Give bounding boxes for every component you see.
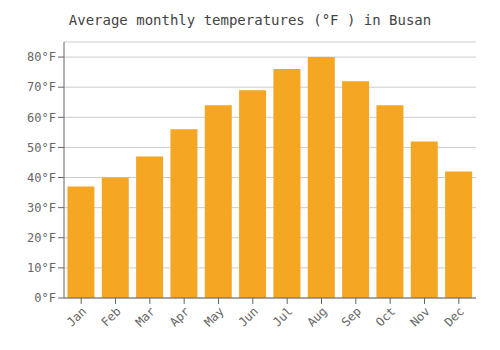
svg-text:Apr: Apr: [167, 304, 192, 329]
svg-text:60°F: 60°F: [27, 111, 56, 125]
svg-text:Sep: Sep: [339, 304, 364, 329]
svg-text:Nov: Nov: [407, 304, 432, 329]
svg-text:Jul: Jul: [270, 304, 295, 329]
svg-text:10°F: 10°F: [27, 261, 56, 275]
svg-text:Jan: Jan: [64, 304, 89, 329]
svg-text:Mar: Mar: [133, 304, 158, 329]
svg-text:70°F: 70°F: [27, 80, 56, 94]
svg-text:Dec: Dec: [442, 304, 467, 329]
html-text:Average monthly temperatures (: Average monthly temperatures (°F ) in Bu…: [68, 12, 432, 28]
svg-text:80°F: 80°F: [27, 50, 56, 64]
svg-text:Oct: Oct: [373, 304, 398, 329]
svg-text:Jun: Jun: [236, 304, 261, 329]
svg-text:0°F: 0°F: [34, 291, 56, 305]
svg-text:30°F: 30°F: [27, 201, 56, 215]
svg-text:40°F: 40°F: [27, 171, 56, 185]
svg-text:50°F: 50°F: [27, 141, 56, 155]
svg-text:May: May: [201, 304, 226, 329]
svg-text:Feb: Feb: [98, 304, 123, 329]
svg-text:20°F: 20°F: [27, 231, 56, 245]
svg-text:Aug: Aug: [304, 304, 329, 329]
